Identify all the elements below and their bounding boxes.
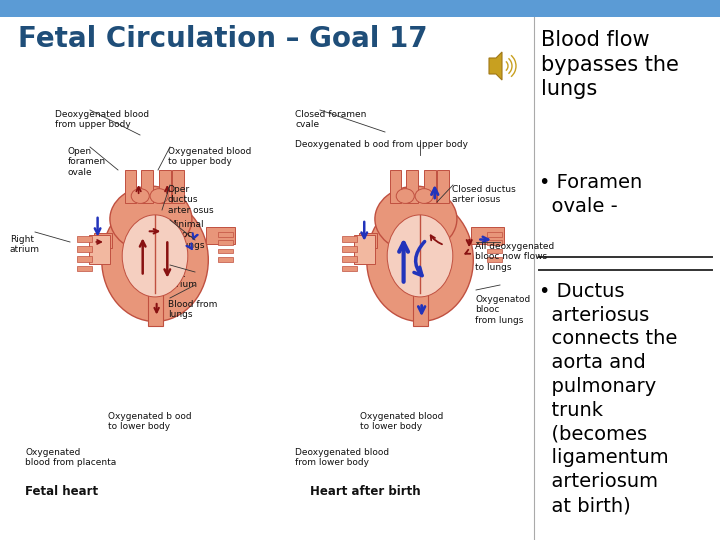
Text: Fetal Circulation – Goal 17: Fetal Circulation – Goal 17 (18, 25, 428, 53)
Bar (77, 246, 92, 252)
Ellipse shape (110, 186, 192, 252)
Text: Deoxygenated blood
from lower body: Deoxygenated blood from lower body (295, 448, 389, 468)
Bar (125, 170, 136, 202)
Ellipse shape (122, 215, 188, 297)
Bar (471, 227, 504, 244)
Text: Heart after birth: Heart after birth (310, 485, 420, 498)
Text: Oper
ductus
arter osus: Oper ductus arter osus (168, 185, 214, 215)
Bar (218, 232, 233, 237)
Text: Fetal heart: Fetal heart (25, 485, 98, 498)
Bar (487, 240, 502, 245)
Bar (77, 266, 92, 272)
Bar (206, 227, 235, 244)
Bar (342, 266, 357, 272)
Text: Oxygenated blood
to lower body: Oxygenated blood to lower body (360, 412, 444, 431)
Bar (94, 233, 112, 248)
Ellipse shape (102, 199, 208, 321)
Bar (487, 256, 502, 262)
Bar (141, 170, 153, 202)
Bar (342, 236, 357, 242)
Bar (413, 289, 428, 326)
Text: Blood flow
bypasses the
lungs: Blood flow bypasses the lungs (541, 30, 679, 99)
Text: Open
foramen
ovale: Open foramen ovale (68, 147, 106, 177)
Bar (487, 232, 502, 237)
Text: Deoxygenated b ood from upper body: Deoxygenated b ood from upper body (295, 140, 468, 149)
Text: Left
atrium: Left atrium (168, 270, 198, 289)
Ellipse shape (131, 188, 149, 204)
Text: Minimal
blooc
to lungs: Minimal blooc to lungs (168, 220, 204, 250)
Bar (89, 235, 110, 264)
Text: All deoxygenated
blooc now flows
to lungs: All deoxygenated blooc now flows to lung… (475, 242, 554, 272)
Ellipse shape (366, 199, 473, 321)
Ellipse shape (387, 215, 453, 297)
Bar (437, 170, 449, 202)
Text: Oxygenated
blood from placenta: Oxygenated blood from placenta (25, 448, 116, 468)
Text: Blood from
lungs: Blood from lungs (168, 300, 217, 319)
Bar (424, 170, 436, 202)
Text: Closed ductus
arter iosus: Closed ductus arter iosus (452, 185, 516, 205)
Bar (148, 289, 163, 326)
Text: Oxygenated b ood
to lower body: Oxygenated b ood to lower body (108, 412, 192, 431)
Text: • Foramen
  ovale -: • Foramen ovale - (539, 173, 642, 216)
Bar (390, 170, 401, 202)
Bar (77, 256, 92, 262)
Bar (354, 235, 375, 264)
Bar (342, 246, 357, 252)
Bar (0, 0, 720, 17)
Text: Oxygenated blood
to upper body: Oxygenated blood to upper body (168, 147, 251, 166)
Ellipse shape (396, 188, 414, 204)
Ellipse shape (415, 188, 433, 204)
Text: • Ductus
  arteriosus
  connects the
  aorta and
  pulmonary
  trunk
  (becomes
: • Ductus arteriosus connects the aorta a… (539, 282, 677, 515)
Bar (359, 233, 377, 248)
Bar (218, 256, 233, 262)
Polygon shape (489, 52, 502, 80)
Text: Oxygenatod
blooc
from lungs: Oxygenatod blooc from lungs (475, 295, 530, 325)
Ellipse shape (375, 186, 457, 252)
Bar (77, 236, 92, 242)
Text: Deoxygenated blood
from upper body: Deoxygenated blood from upper body (55, 110, 149, 130)
Bar (218, 240, 233, 245)
Ellipse shape (150, 188, 168, 204)
Text: Closed foramen
cvale: Closed foramen cvale (295, 110, 366, 130)
Bar (342, 256, 357, 262)
Bar (159, 170, 171, 202)
Text: Right
atrium: Right atrium (10, 235, 40, 254)
Bar (218, 248, 233, 253)
Bar (172, 170, 184, 202)
Bar (406, 170, 418, 202)
Bar (487, 248, 502, 253)
